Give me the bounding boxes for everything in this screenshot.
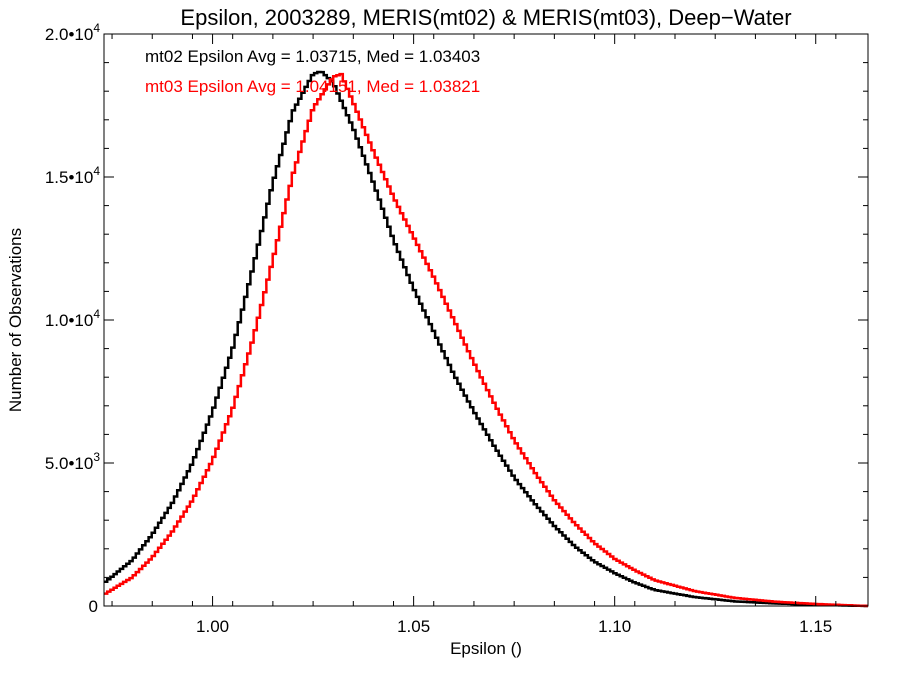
- y-tick-label: 1.5•104: [45, 164, 101, 187]
- y-tick-label: 0: [89, 597, 98, 616]
- series-line-mt02: [104, 70, 868, 608]
- y-tick-label: 1.0•104: [45, 307, 101, 330]
- x-tick-label: 1.05: [397, 617, 430, 636]
- x-tick-label: 1.10: [598, 617, 631, 636]
- annotations: mt02 Epsilon Avg = 1.03715, Med = 1.0340…: [145, 47, 480, 96]
- x-tick-label: 1.15: [799, 617, 832, 636]
- x-axis: 1.00 1.05 1.10 1.15: [111, 34, 837, 636]
- y-tick-label: 5.0•103: [45, 450, 101, 473]
- x-tick-label: 1.00: [196, 617, 229, 636]
- series-line-mt03: [104, 72, 868, 608]
- x-axis-label: Epsilon (): [450, 639, 522, 658]
- y-tick-label: 2.0•104: [45, 21, 101, 44]
- annotation-mt02: mt02 Epsilon Avg = 1.03715, Med = 1.0340…: [145, 47, 480, 66]
- plot-frame: [103, 33, 869, 607]
- y-axis: 0 5.0•103 1.0•104 1.5•104 2.0•104: [45, 21, 868, 616]
- plot-area: [104, 70, 868, 608]
- annotation-mt03: mt03 Epsilon Avg = 1.04151, Med = 1.0382…: [145, 77, 480, 96]
- y-axis-label: Number of Observations: [6, 228, 25, 412]
- series-mt03: [104, 72, 868, 608]
- chart-title: Epsilon, 2003289, MERIS(mt02) & MERIS(mt…: [180, 5, 791, 30]
- series-mt02: [104, 70, 868, 608]
